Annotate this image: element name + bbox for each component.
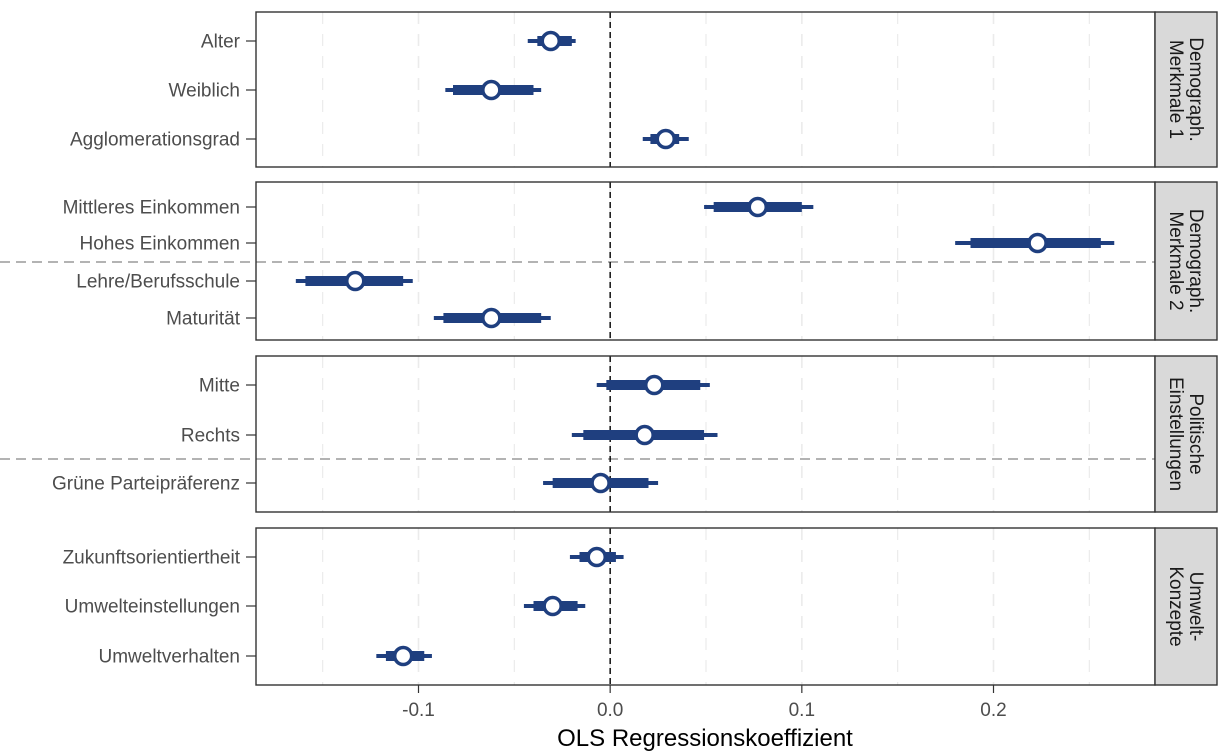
row-label: Mitte xyxy=(199,376,240,397)
row-label: Grüne Parteipräferenz xyxy=(52,474,240,495)
facet-panel: Mittleres Einkommen Hohes Einkommen Lehre/… xyxy=(0,181,1218,341)
x-tick-label: -0.1 xyxy=(402,700,435,721)
estimate-point xyxy=(586,546,607,568)
x-tick-label: 0.0 xyxy=(597,700,623,721)
row-label: Umweltverhalten xyxy=(99,647,241,668)
row-label: Alter xyxy=(201,32,241,53)
x-axis: -0.1 0.0 0.1 0.2 xyxy=(402,685,1007,721)
facet-strip-label-line: Merkmale 1 xyxy=(1165,40,1186,139)
estimate-point xyxy=(345,270,366,292)
facet-strip-label: PolitischeEinstellungen xyxy=(1165,377,1206,491)
row-label: Rechts xyxy=(181,426,240,447)
facet-strip-label-line: Demograph. xyxy=(1185,209,1206,314)
x-axis-title: OLS Regressionskoeffizient xyxy=(557,725,853,751)
facet-strip-label: Demograph.Merkmale 1 xyxy=(1165,37,1206,142)
facet-strip-label: Umwelt-Konzepte xyxy=(1165,566,1206,646)
facet-strip-label-line: Politische xyxy=(1185,393,1206,474)
estimate-point xyxy=(542,595,563,617)
estimate-point xyxy=(590,472,611,494)
facet-strip-label-line: Merkmale 2 xyxy=(1165,211,1186,310)
x-tick-label: 0.1 xyxy=(789,700,815,721)
facet-panel: Alter Weiblich Agglomerationsgrad Demograph… xyxy=(70,11,1218,168)
facet-strip-label-line: Demograph. xyxy=(1185,37,1206,142)
row-label: Agglomerationsgrad xyxy=(70,130,240,151)
estimate-point xyxy=(634,424,655,446)
row-label: Umwelteinstellungen xyxy=(65,597,240,618)
row-label: Mittleres Einkommen xyxy=(63,198,240,219)
x-tick-label: 0.2 xyxy=(980,700,1006,721)
facet-strip-label: Demograph.Merkmale 2 xyxy=(1165,209,1206,314)
row-label: Lehre/Berufsschule xyxy=(76,272,240,293)
row-label: Weiblich xyxy=(169,81,240,102)
estimate-point xyxy=(644,374,665,396)
facet-strip-label-line: Konzepte xyxy=(1165,566,1186,646)
facet-strip xyxy=(1154,181,1218,341)
estimate-point xyxy=(481,307,502,329)
row-label: Zukunftsorientiertheit xyxy=(63,548,241,569)
row-label: Maturität xyxy=(166,309,241,330)
estimate-point xyxy=(655,128,676,150)
estimate-point xyxy=(481,79,502,101)
estimate-point xyxy=(392,645,414,667)
facet-strip xyxy=(1154,527,1218,686)
facet-strip-label-line: Einstellungen xyxy=(1165,377,1186,491)
estimate-point xyxy=(540,30,561,52)
panels-layer: Alter Weiblich Agglomerationsgrad Demograph… xyxy=(0,11,1218,686)
facet-strip xyxy=(1154,355,1218,513)
facet-panel: Mitte Rechts Grüne Parteipräferenz Politisc… xyxy=(0,355,1218,513)
estimate-point xyxy=(747,196,768,218)
facet-strip-label-line: Umwelt- xyxy=(1185,572,1206,642)
row-label: Hohes Einkommen xyxy=(79,234,240,255)
facet-strip xyxy=(1154,11,1218,168)
estimate-point xyxy=(1027,232,1048,254)
facet-panel: Zukunftsorientiertheit Umwelteinstellunge… xyxy=(63,527,1218,686)
